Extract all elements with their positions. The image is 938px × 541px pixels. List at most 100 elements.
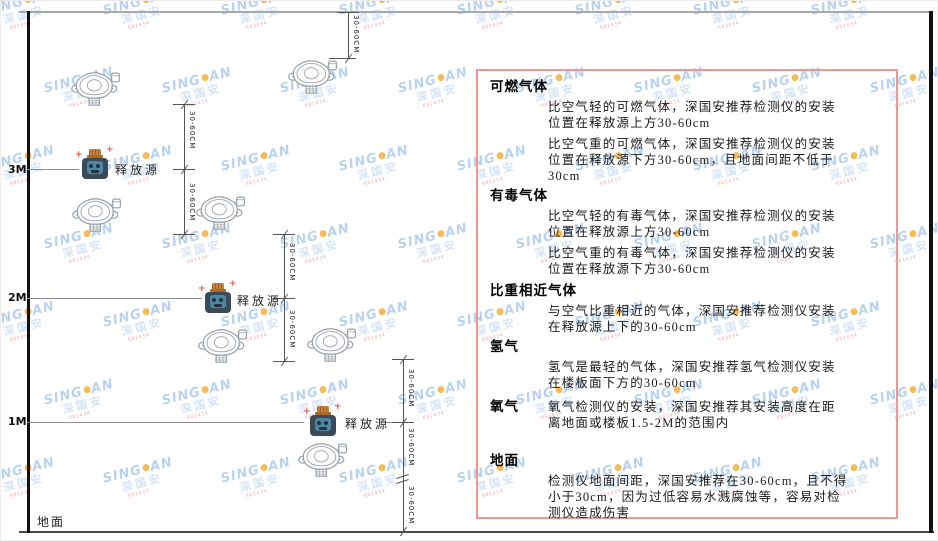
watermark-company: 深国安	[120, 315, 165, 339]
watermark-dot-icon	[259, 151, 269, 160]
gas-detector-icon	[70, 67, 122, 108]
watermark-code: 681434	[186, 410, 210, 422]
watermark-dot-icon	[318, 385, 328, 394]
watermark-brand: AN	[857, 1, 883, 7]
watermark-company: 深国安	[238, 471, 283, 495]
dimension-line-ceiling	[348, 12, 349, 58]
watermark-dot-icon	[908, 229, 918, 238]
watermark-brand: SING	[0, 0, 26, 19]
watermark-dot-icon	[495, 1, 505, 4]
section-paragraph: 与空气比重相近的气体，深国安推荐检测仪安装在释放源上下的30-60cm	[548, 304, 836, 334]
watermark-dot-icon	[259, 463, 269, 472]
watermark-code: 681434	[599, 20, 623, 32]
section-similar-density-gas: 比重相近气体 与空气比重相近的气体，深国安推荐检测仪安装在释放源上下的30-60…	[490, 283, 884, 335]
watermark-brand: AN	[148, 298, 175, 319]
ground-line	[19, 531, 934, 533]
height-label-3m: 3M	[8, 163, 27, 176]
dim-label-30-60cm: 30-60CM	[407, 486, 415, 525]
gas-detector-icon	[287, 55, 339, 96]
section-combustible-gas: 可燃气体 比空气轻的可燃气体，深国安推荐检测仪的安装位置在释放源上方30-60c…	[490, 79, 884, 184]
height-label-1m: 1M	[8, 415, 27, 428]
watermark-dot-icon	[82, 385, 92, 394]
dim-label-30-60cm: 30-60CM	[188, 111, 196, 150]
watermark-brand: SING	[101, 0, 144, 19]
dim-label-30-60cm: 30-60CM	[288, 310, 296, 349]
section-paragraph: 比空气重的可燃气体，深国安推荐检测仪的安装位置在释放源下方30-60cm，且地面…	[548, 137, 836, 183]
watermark-dot-icon	[908, 73, 918, 82]
watermark-dot-icon	[377, 1, 387, 4]
watermark-brand: SING	[455, 0, 498, 19]
dim-tick	[329, 58, 356, 59]
watermark-brand: AN	[443, 64, 470, 85]
section-heading: 可燃气体	[490, 79, 548, 94]
watermark-brand: SING	[396, 72, 439, 97]
left-wall-line	[27, 11, 30, 533]
watermark-brand: AN	[207, 376, 234, 397]
gas-detector-icon	[195, 191, 247, 232]
section-paragraph: 比空气轻的有毒气体，深国安推荐检测仪的安装位置在释放源上方30-60cm	[548, 209, 836, 239]
watermark-brand: AN	[89, 376, 116, 397]
dimension-line-1m	[403, 359, 404, 532]
watermark-brand: AN	[30, 298, 57, 319]
watermark-code: 681434	[304, 254, 328, 266]
watermark-company: 深国安	[828, 3, 873, 27]
watermark-brand: SING	[573, 0, 616, 19]
guideline-panel: 可燃气体 比空气轻的可燃气体，深国安推荐检测仪的安装位置在释放源上方30-60c…	[476, 69, 898, 521]
watermark-company: 深国安	[179, 237, 224, 261]
watermark-brand: AN	[149, 1, 175, 7]
watermark-company: 深国安	[415, 81, 460, 105]
watermark-brand: SING	[160, 384, 203, 409]
watermark-brand: SING	[809, 0, 852, 19]
watermark-dot-icon	[908, 385, 918, 394]
release-source-label: 释放源	[237, 294, 283, 308]
dim-tick	[337, 12, 359, 13]
watermark-brand: AN	[443, 376, 470, 397]
watermark-brand: SING	[0, 306, 26, 331]
watermark-company: 深国安	[2, 471, 47, 495]
watermark-code: 681434	[245, 488, 269, 500]
spark-icon: +	[106, 145, 114, 155]
watermark-brand: AN	[266, 142, 293, 163]
gas-detector-icon	[297, 438, 349, 479]
watermark-company: 深国安	[61, 237, 106, 261]
watermark-brand: AN	[325, 376, 352, 397]
dim-label-30-60cm: 30-60CM	[407, 369, 415, 408]
watermark-brand: SING	[219, 0, 262, 19]
watermark-code: 681434	[422, 98, 446, 110]
watermark-dot-icon	[377, 307, 387, 316]
watermark-dot-icon	[849, 1, 859, 4]
watermark-dot-icon	[200, 73, 210, 82]
watermark-code: 681434	[245, 20, 269, 32]
watermark-code: 681434	[68, 410, 92, 422]
release-source-icon: + +	[75, 145, 114, 181]
gas-detector-icon	[71, 193, 123, 234]
watermark-company: 深国安	[415, 393, 460, 417]
watermark-code: 681434	[9, 20, 33, 32]
section-ground: 地面 检测仪地面间距，深国安推荐在30-60cm，且不得小于30cm，因为过低容…	[490, 453, 884, 521]
watermark-company: 深国安	[297, 237, 342, 261]
right-wall-line	[929, 11, 933, 533]
watermark-company: 深国安	[179, 393, 224, 417]
section-paragraph: 比空气重的有毒气体，深国安推荐检测仪的安装位置在释放源下方30-60cm	[548, 246, 836, 276]
gas-detector-icon	[197, 324, 249, 365]
watermark-dot-icon	[200, 385, 210, 394]
watermark-brand: SING	[0, 462, 26, 487]
spark-icon: +	[75, 150, 83, 160]
watermark-dot-icon	[377, 463, 387, 472]
section-toxic-gas: 有毒气体 比空气轻的有毒气体，深国安推荐检测仪的安装位置在释放源上方30-60c…	[490, 188, 884, 277]
watermark-code: 681434	[186, 254, 210, 266]
dim-label-30-60cm: 30-60CM	[288, 243, 296, 282]
watermark-brand: AN	[31, 1, 57, 7]
watermark-brand: AN	[266, 454, 293, 475]
watermark-brand: SING	[160, 72, 203, 97]
spark-icon: +	[303, 407, 311, 417]
watermark-dot-icon	[141, 307, 151, 316]
